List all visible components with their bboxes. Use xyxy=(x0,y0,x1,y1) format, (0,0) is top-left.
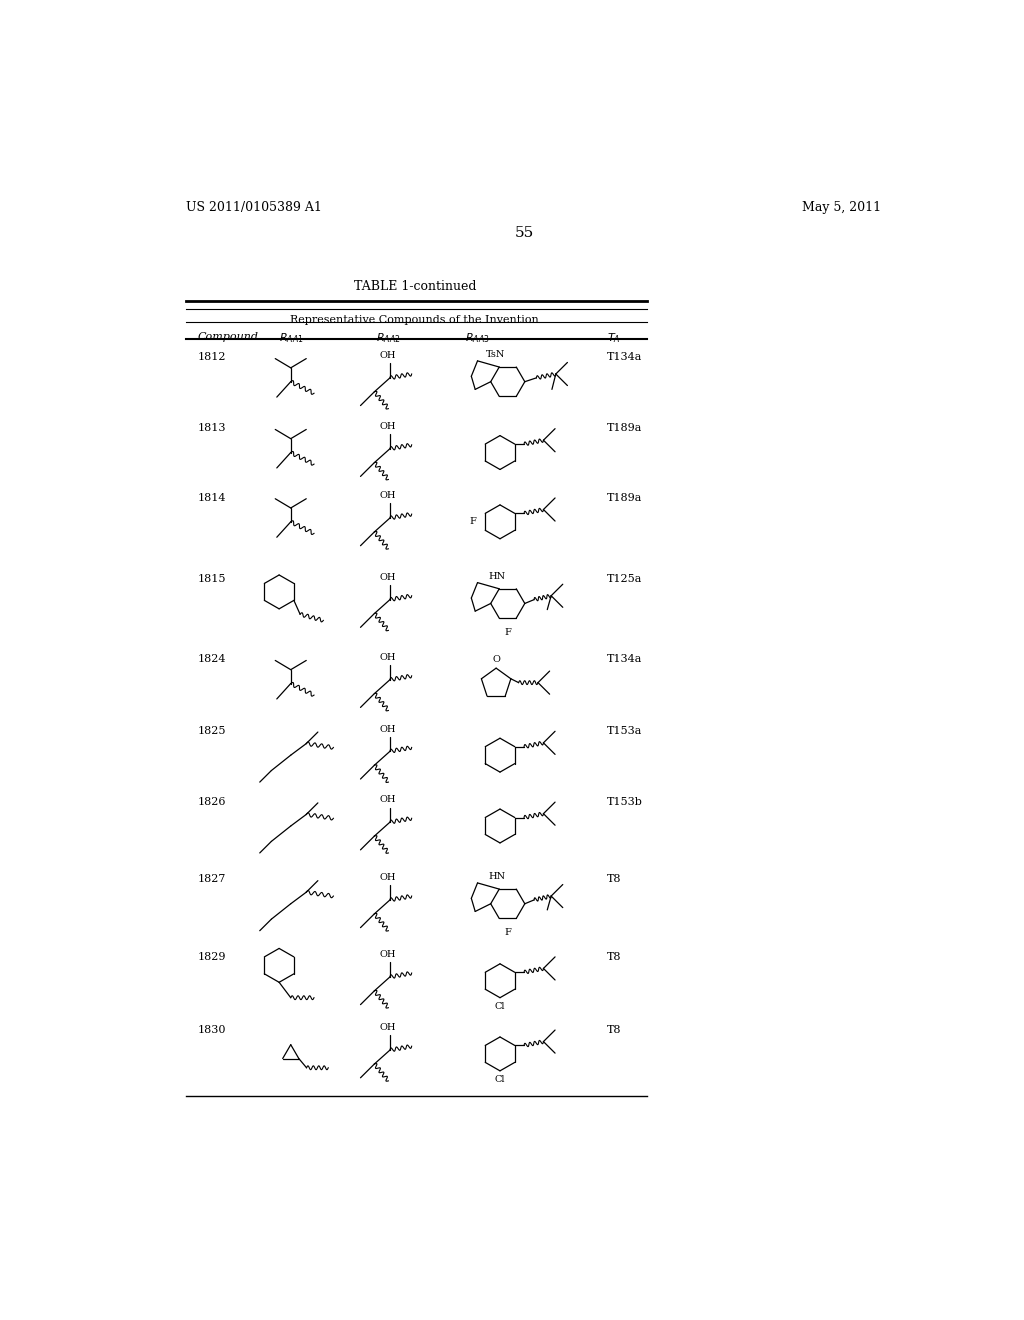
Text: $R_{AA3}$: $R_{AA3}$ xyxy=(465,331,489,346)
Text: TsN: TsN xyxy=(486,350,506,359)
Text: OH: OH xyxy=(379,653,396,663)
Text: OH: OH xyxy=(379,491,396,500)
Text: OH: OH xyxy=(379,573,396,582)
Text: OH: OH xyxy=(379,1023,396,1032)
Text: T189a: T189a xyxy=(607,424,642,433)
Text: 1824: 1824 xyxy=(198,655,226,664)
Text: T134a: T134a xyxy=(607,655,642,664)
Text: Compound: Compound xyxy=(198,331,259,342)
Text: HN: HN xyxy=(488,873,506,882)
Text: $T_A$: $T_A$ xyxy=(607,331,621,346)
Text: T8: T8 xyxy=(607,1024,622,1035)
Text: May 5, 2011: May 5, 2011 xyxy=(802,201,882,214)
Text: 55: 55 xyxy=(515,226,535,240)
Text: 1813: 1813 xyxy=(198,424,226,433)
Text: US 2011/0105389 A1: US 2011/0105389 A1 xyxy=(186,201,322,214)
Text: $R_{AA2}$: $R_{AA2}$ xyxy=(376,331,400,346)
Text: T153b: T153b xyxy=(607,797,643,807)
Text: T153a: T153a xyxy=(607,726,642,735)
Text: OH: OH xyxy=(379,351,396,360)
Text: O: O xyxy=(493,655,500,664)
Text: 1812: 1812 xyxy=(198,352,226,363)
Text: $R_{AA1}$: $R_{AA1}$ xyxy=(280,331,304,346)
Text: F: F xyxy=(504,628,511,638)
Text: OH: OH xyxy=(379,422,396,430)
Text: 1829: 1829 xyxy=(198,952,226,961)
Text: 1825: 1825 xyxy=(198,726,226,735)
Text: 1826: 1826 xyxy=(198,797,226,807)
Text: T8: T8 xyxy=(607,875,622,884)
Text: TABLE 1-continued: TABLE 1-continued xyxy=(353,280,476,293)
Text: T134a: T134a xyxy=(607,352,642,363)
Text: 1815: 1815 xyxy=(198,574,226,585)
Text: T125a: T125a xyxy=(607,574,642,585)
Text: OH: OH xyxy=(379,796,396,804)
Text: OH: OH xyxy=(379,950,396,960)
Text: OH: OH xyxy=(379,874,396,882)
Text: HN: HN xyxy=(488,572,506,581)
Text: T189a: T189a xyxy=(607,492,642,503)
Text: 1830: 1830 xyxy=(198,1024,226,1035)
Text: F: F xyxy=(504,928,511,937)
Text: 1814: 1814 xyxy=(198,492,226,503)
Text: F: F xyxy=(470,517,477,527)
Text: Cl: Cl xyxy=(495,1002,505,1011)
Text: T8: T8 xyxy=(607,952,622,961)
Text: Representative Compounds of the Invention: Representative Compounds of the Inventio… xyxy=(291,314,539,325)
Text: Cl: Cl xyxy=(495,1074,505,1084)
Text: 1827: 1827 xyxy=(198,875,226,884)
Text: OH: OH xyxy=(379,725,396,734)
